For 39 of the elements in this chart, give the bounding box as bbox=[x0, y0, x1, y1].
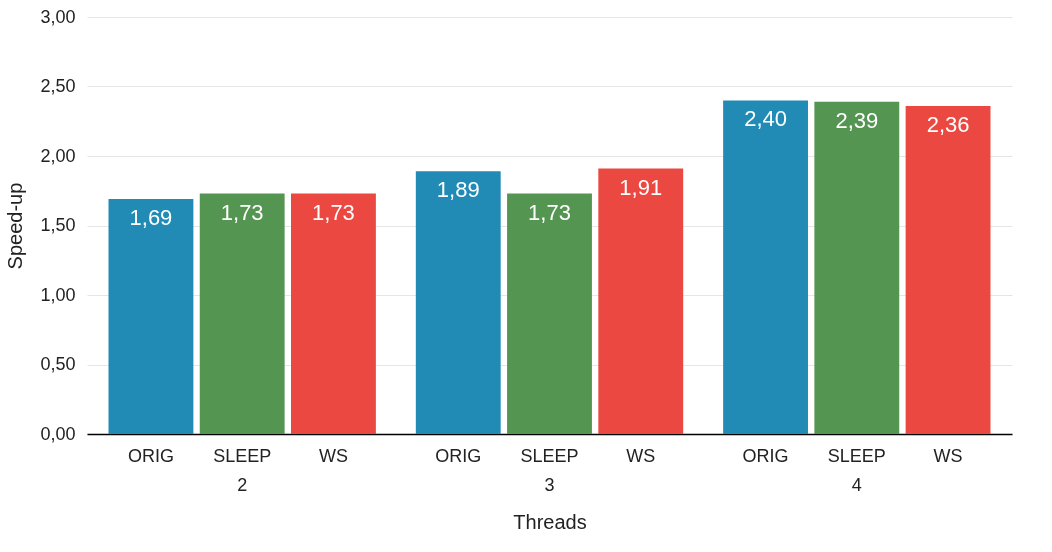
data-label: 1,89 bbox=[436, 177, 480, 203]
y-tick-label: 2,00 bbox=[40, 145, 76, 166]
text: WS bbox=[626, 446, 656, 466]
x-tick-label: 3 bbox=[544, 474, 555, 495]
bar bbox=[415, 171, 501, 434]
data-label: 1,69 bbox=[129, 205, 173, 231]
bar bbox=[598, 168, 684, 434]
data-label: 2,36 bbox=[926, 111, 970, 137]
bar bbox=[905, 105, 991, 434]
data-label: 2,39 bbox=[835, 107, 879, 133]
y-tick-label: 1,50 bbox=[40, 215, 76, 235]
text: SLEEP bbox=[827, 446, 886, 466]
x-axis-title: Threads bbox=[513, 510, 587, 533]
series-label: ORIG bbox=[127, 446, 174, 466]
y-tick-label: 0,00 bbox=[40, 423, 76, 444]
series-label: SLEEP bbox=[213, 446, 272, 466]
x-tick-label: 2 bbox=[237, 474, 248, 495]
series-label: WS bbox=[318, 446, 348, 466]
x-tick-label: 4 bbox=[851, 474, 862, 495]
text: SLEEP bbox=[520, 446, 579, 466]
data-label: 1,73 bbox=[220, 199, 264, 225]
text: ORIG bbox=[435, 446, 482, 466]
bar bbox=[199, 193, 285, 434]
data-label: 1,73 bbox=[312, 199, 355, 225]
data-label: 1,73 bbox=[528, 199, 571, 225]
data-label: 2,40 bbox=[744, 106, 787, 132]
y-tick-label: 3,00 bbox=[40, 6, 76, 27]
bar bbox=[291, 193, 376, 434]
text: WS bbox=[933, 446, 963, 466]
bar bbox=[108, 199, 194, 434]
y-tick-label: 2,50 bbox=[40, 76, 76, 96]
y-tick-label: 0,50 bbox=[40, 354, 76, 374]
y-axis-title: Speed-up bbox=[4, 182, 27, 270]
bar bbox=[723, 100, 808, 434]
data-label: 1,91 bbox=[619, 174, 663, 200]
text: ORIG bbox=[742, 446, 789, 466]
bar bbox=[507, 193, 592, 434]
bar bbox=[814, 101, 900, 434]
y-tick-label: 1,00 bbox=[40, 284, 76, 305]
